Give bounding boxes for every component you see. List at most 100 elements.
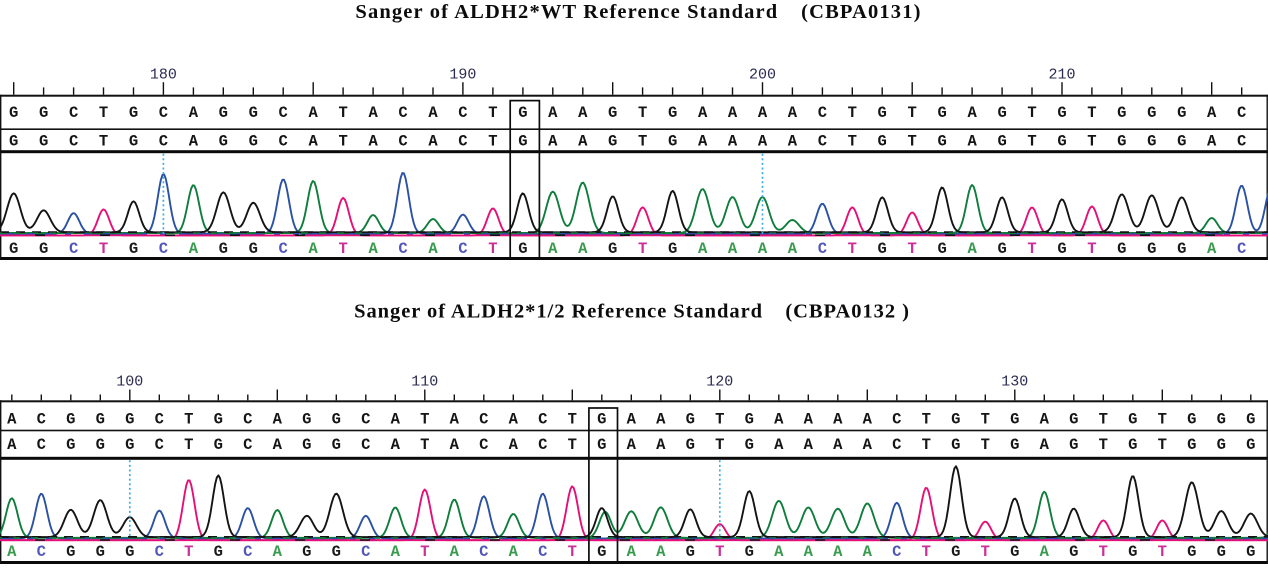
svg-text:T: T — [1087, 104, 1096, 122]
svg-text:C: C — [479, 543, 488, 561]
svg-text:G: G — [302, 436, 311, 454]
svg-text:G: G — [1057, 104, 1066, 122]
svg-text:C: C — [159, 240, 168, 258]
svg-text:T: T — [338, 240, 347, 258]
svg-text:G: G — [214, 411, 223, 429]
svg-text:T: T — [715, 411, 724, 429]
svg-text:A: A — [7, 543, 17, 561]
svg-text:G: G — [1246, 411, 1255, 429]
svg-text:A: A — [189, 132, 199, 150]
svg-text:C: C — [361, 436, 370, 454]
svg-text:A: A — [804, 436, 814, 454]
svg-text:T: T — [420, 411, 429, 429]
svg-text:G: G — [1117, 132, 1126, 150]
svg-text:A: A — [368, 104, 378, 122]
svg-text:C: C — [892, 436, 901, 454]
svg-text:G: G — [249, 240, 258, 258]
svg-text:A: A — [509, 543, 519, 561]
svg-text:C: C — [538, 436, 547, 454]
svg-text:G: G — [1187, 411, 1196, 429]
svg-text:A: A — [391, 436, 401, 454]
svg-text:T: T — [981, 436, 990, 454]
svg-text:A: A — [450, 411, 460, 429]
svg-text:180: 180 — [150, 67, 177, 84]
svg-text:T: T — [981, 411, 990, 429]
svg-text:T: T — [908, 104, 917, 122]
svg-text:T: T — [922, 543, 931, 561]
svg-text:A: A — [428, 240, 438, 258]
svg-text:G: G — [668, 104, 677, 122]
svg-text:A: A — [656, 543, 666, 561]
svg-text:Sanger of ALDH2*1/2 Reference: Sanger of ALDH2*1/2 Reference Standard (… — [354, 300, 910, 322]
svg-text:A: A — [1040, 411, 1050, 429]
svg-text:T: T — [922, 436, 931, 454]
svg-text:G: G — [96, 543, 105, 561]
svg-text:G: G — [66, 411, 75, 429]
svg-text:T: T — [184, 411, 193, 429]
svg-text:G: G — [1147, 240, 1156, 258]
svg-text:Sanger of ALDH2*WT Reference S: Sanger of ALDH2*WT Reference Standard (C… — [355, 1, 921, 23]
svg-text:A: A — [788, 240, 798, 258]
svg-text:T: T — [638, 132, 647, 150]
svg-text:G: G — [1217, 543, 1226, 561]
svg-text:G: G — [214, 436, 223, 454]
svg-text:A: A — [788, 132, 798, 150]
svg-text:A: A — [450, 436, 460, 454]
svg-text:G: G — [878, 240, 887, 258]
svg-text:200: 200 — [749, 67, 776, 84]
svg-text:A: A — [450, 543, 460, 561]
svg-text:G: G — [96, 411, 105, 429]
svg-text:C: C — [892, 411, 901, 429]
svg-text:T: T — [338, 104, 347, 122]
svg-text:A: A — [1207, 132, 1217, 150]
svg-text:C: C — [892, 543, 901, 561]
svg-text:G: G — [937, 240, 946, 258]
svg-text:A: A — [804, 543, 814, 561]
svg-text:T: T — [1099, 543, 1108, 561]
svg-text:G: G — [125, 436, 134, 454]
svg-text:T: T — [488, 132, 497, 150]
svg-text:A: A — [758, 104, 768, 122]
svg-text:G: G — [686, 543, 695, 561]
svg-text:G: G — [937, 132, 946, 150]
svg-text:T: T — [715, 543, 724, 561]
svg-text:C: C — [37, 411, 46, 429]
svg-text:A: A — [698, 132, 708, 150]
svg-text:A: A — [578, 132, 588, 150]
svg-text:T: T — [420, 543, 429, 561]
svg-text:C: C — [818, 240, 827, 258]
svg-text:A: A — [833, 543, 843, 561]
svg-text:C: C — [155, 411, 164, 429]
svg-text:A: A — [273, 411, 283, 429]
svg-text:G: G — [668, 240, 677, 258]
svg-text:G: G — [745, 543, 754, 561]
svg-text:A: A — [698, 104, 708, 122]
svg-text:G: G — [219, 240, 228, 258]
svg-text:G: G — [1117, 240, 1126, 258]
svg-text:C: C — [69, 132, 78, 150]
svg-text:C: C — [159, 104, 168, 122]
svg-text:T: T — [1027, 132, 1036, 150]
svg-text:T: T — [1099, 411, 1108, 429]
svg-text:A: A — [758, 240, 768, 258]
svg-text:G: G — [1177, 104, 1186, 122]
svg-text:T: T — [1027, 104, 1036, 122]
svg-text:G: G — [125, 411, 134, 429]
svg-text:G: G — [1177, 132, 1186, 150]
svg-text:A: A — [309, 104, 319, 122]
svg-text:C: C — [458, 132, 467, 150]
svg-text:T: T — [1158, 411, 1167, 429]
svg-text:T: T — [638, 104, 647, 122]
svg-text:G: G — [302, 411, 311, 429]
svg-text:C: C — [398, 104, 407, 122]
svg-text:G: G — [214, 543, 223, 561]
svg-text:T: T — [848, 240, 857, 258]
svg-text:G: G — [125, 543, 134, 561]
svg-text:A: A — [548, 240, 558, 258]
svg-text:C: C — [818, 132, 827, 150]
svg-text:G: G — [997, 132, 1006, 150]
svg-text:G: G — [608, 240, 617, 258]
svg-text:C: C — [538, 411, 547, 429]
svg-text:A: A — [1040, 436, 1050, 454]
svg-text:T: T — [981, 543, 990, 561]
